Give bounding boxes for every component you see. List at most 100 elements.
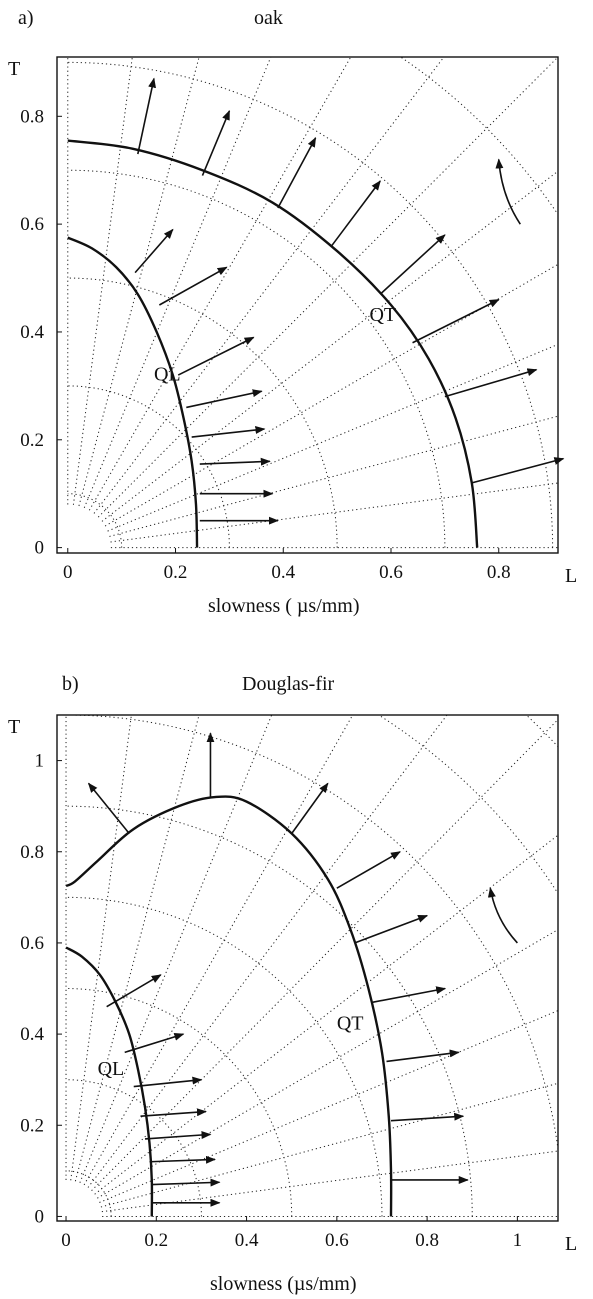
radial-grid-line bbox=[101, 170, 558, 522]
radial-grid-line bbox=[70, 715, 132, 1181]
y-tick-label: 0.8 bbox=[20, 106, 44, 127]
y-tick-label: 0.8 bbox=[20, 842, 44, 863]
arc-grid-line bbox=[377, 715, 558, 895]
panel-b-title: Douglas-fir bbox=[242, 673, 335, 695]
axis-letter-T: T bbox=[8, 58, 20, 80]
arc-grid-line bbox=[67, 169, 446, 548]
group-velocity-arrow bbox=[158, 266, 228, 306]
y-tick-label: 0.2 bbox=[20, 1115, 44, 1136]
group-velocity-arrow bbox=[87, 782, 130, 835]
radial-grid-line bbox=[83, 715, 354, 1186]
curve-label-qt: QT bbox=[337, 1013, 364, 1035]
curve-label-qt: QT bbox=[369, 304, 396, 326]
panel-b-plot: 0 0.2 0.4 0.6 0.8 1 0 0.2 0.4 0.6 0.8 1 L T QL QT bbox=[8, 714, 577, 1255]
radial-grid-line bbox=[87, 715, 448, 1188]
arc-grid-line bbox=[67, 277, 338, 548]
y-tick-label: 0.4 bbox=[20, 1024, 44, 1045]
axis-letter-L: L bbox=[565, 1233, 577, 1255]
arc-grid-line bbox=[67, 493, 123, 548]
x-tick-label: 0.8 bbox=[415, 1230, 439, 1251]
arc-grid-line bbox=[67, 385, 230, 548]
axis-letter-L: L bbox=[565, 565, 577, 587]
group-velocity-arrow bbox=[201, 109, 231, 176]
curve-qt bbox=[65, 795, 393, 1217]
group-velocity-arrow bbox=[390, 1112, 465, 1122]
y-tick-label: 0.4 bbox=[20, 322, 44, 343]
y-tick-label: 0 bbox=[35, 1206, 45, 1227]
group-velocity-arrow bbox=[140, 1108, 207, 1117]
group-velocity-arrow bbox=[151, 1178, 221, 1187]
group-velocity-arrow bbox=[191, 426, 266, 438]
axis-letter-T: T bbox=[8, 716, 20, 738]
group-velocity-arrow bbox=[331, 180, 381, 247]
panel-a-xlabel: slowness ( µs/mm) bbox=[208, 595, 360, 617]
group-velocity-arrow bbox=[277, 136, 317, 209]
group-velocity-arrow bbox=[177, 336, 255, 376]
arc-grid-line bbox=[66, 1079, 202, 1217]
group-velocity-arrow bbox=[137, 77, 156, 155]
radial-grid-line bbox=[88, 57, 352, 511]
group-velocity-arrow bbox=[379, 234, 446, 295]
radial-grid-line bbox=[101, 1150, 558, 1213]
group-velocity-arrow bbox=[354, 914, 429, 944]
grid-group bbox=[67, 0, 593, 549]
x-tick-label: 0 bbox=[63, 562, 73, 583]
arc-grid-line bbox=[66, 988, 293, 1217]
group-velocity-arrow bbox=[124, 1032, 185, 1054]
x-tick-label: 0.6 bbox=[325, 1230, 349, 1251]
group-velocity-arrow bbox=[149, 1155, 216, 1164]
radial-grid-line bbox=[78, 57, 200, 507]
group-velocity-arrow bbox=[336, 851, 401, 889]
radial-grid-line bbox=[91, 718, 558, 1192]
panel-b-xlabel: slowness (µs/mm) bbox=[210, 1273, 357, 1295]
group-velocity-arrow bbox=[372, 986, 447, 1003]
curve-ql bbox=[67, 236, 199, 548]
plot-frame bbox=[56, 56, 559, 554]
arc-grid-line bbox=[399, 57, 558, 216]
curve-label-ql: QL bbox=[154, 363, 181, 385]
panel-a-plot: 0 0.2 0.4 0.6 0.8 0 0.2 0.4 0.6 0.8 L T QL QT bbox=[8, 0, 593, 587]
arc-grid-line bbox=[67, 61, 554, 548]
x-tick-label: 0.2 bbox=[164, 562, 188, 583]
panel-a-label: a) bbox=[18, 7, 34, 29]
y-tick-label: 0.2 bbox=[20, 430, 44, 451]
x-tick-label: 0.6 bbox=[379, 562, 403, 583]
radial-grid-line bbox=[107, 343, 558, 532]
x-tick-label: 0.4 bbox=[271, 562, 295, 583]
y-tick-label: 1 bbox=[35, 751, 45, 772]
y-tick-label: 0.6 bbox=[20, 214, 44, 235]
y-tick-label: 0.6 bbox=[20, 933, 44, 954]
curve-label-ql: QL bbox=[98, 1058, 125, 1080]
panel-b-label: b) bbox=[62, 673, 79, 695]
group-velocity-arrow bbox=[106, 974, 162, 1008]
x-tick-label: 0.2 bbox=[144, 1230, 168, 1251]
rotation-arrow bbox=[487, 887, 518, 944]
x-tick-label: 0.4 bbox=[235, 1230, 259, 1251]
group-velocity-arrow bbox=[133, 1076, 203, 1088]
radial-grid-line bbox=[100, 1082, 558, 1208]
radial-grid-line bbox=[93, 57, 445, 514]
plot-frame bbox=[56, 714, 559, 1222]
group-velocity-arrow bbox=[412, 298, 500, 344]
arc-grid-line bbox=[68, 0, 593, 548]
radial-grid-line bbox=[74, 715, 200, 1182]
x-tick-label: 0.8 bbox=[487, 562, 511, 583]
group-velocity-arrow bbox=[134, 228, 174, 274]
x-tick-label: 0 bbox=[61, 1230, 71, 1251]
radial-grid-line bbox=[110, 482, 558, 543]
radial-grid-line bbox=[99, 1010, 558, 1203]
x-tick-label: 1 bbox=[513, 1230, 523, 1251]
curve-qt bbox=[67, 139, 479, 548]
radial-grid-line bbox=[83, 57, 272, 508]
rotation-arrow bbox=[495, 158, 521, 225]
group-velocity-arrow bbox=[186, 389, 263, 409]
group-velocity-arrow bbox=[291, 782, 329, 834]
panel-a-title: oak bbox=[254, 7, 283, 29]
radial-grid-line bbox=[97, 57, 558, 518]
y-tick-label: 0 bbox=[35, 538, 45, 559]
radial-grid-line bbox=[109, 415, 558, 537]
radial-grid-line bbox=[94, 834, 558, 1195]
group-velocity-arrow bbox=[199, 457, 271, 466]
group-velocity-arrow bbox=[444, 368, 538, 398]
